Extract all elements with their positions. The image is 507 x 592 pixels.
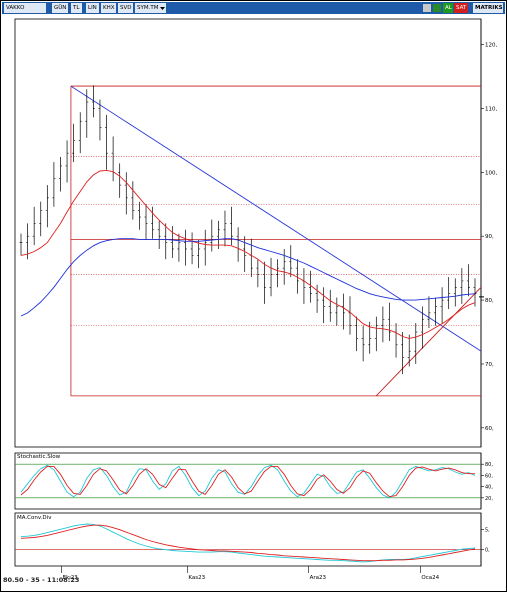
symbol-selector[interactable]: VAKKO (4, 3, 46, 13)
khx-button[interactable]: KHX (101, 3, 116, 13)
x-tick-label: Kas23 (188, 575, 205, 581)
y-tick-label: 20, (485, 496, 493, 502)
moving-average-short (20, 169, 476, 339)
y-tick-label: 100, (485, 170, 497, 176)
macd-title: MA.Conv.Div (17, 515, 52, 521)
y-tick-label: 5, (485, 527, 490, 533)
brand-label: MATRIKS (473, 3, 503, 13)
y-tick-label: 80, (485, 298, 494, 304)
macd-line (20, 523, 476, 563)
panel-frame-1 (14, 452, 482, 510)
chart-toolbar: VAKKO GÜN TL LIN KHX SVD SYM.TMP AL SAT … (2, 2, 505, 14)
status-readout: 80.50 - 35 - 11:08:23 (3, 576, 80, 584)
y-tick-label: 0, (485, 548, 490, 554)
template-dropdown[interactable] (159, 3, 166, 13)
downtrend-line[interactable] (70, 85, 482, 352)
y-tick-label: 120, (485, 43, 497, 49)
y-tick-label: 90, (485, 234, 494, 240)
x-tick-label: Oca24 (421, 575, 439, 581)
stochastic-d-line (20, 465, 475, 498)
stochastic-title: Stochastic.Slow (17, 454, 61, 460)
currency-button[interactable]: TL (71, 3, 82, 13)
y-tick-label: 40, (485, 485, 493, 491)
scale-button[interactable]: LIN (86, 3, 99, 13)
y-tick-label: 80, (485, 462, 493, 468)
window-button-1[interactable] (423, 4, 431, 12)
window-button-2[interactable] (433, 4, 441, 12)
svd-button[interactable]: SVD (118, 3, 133, 13)
y-tick-label: 110, (485, 106, 497, 112)
buy-button[interactable]: AL (443, 3, 453, 13)
panel-frame-2 (14, 512, 482, 567)
chevron-down-icon (160, 7, 165, 10)
y-tick-label: 70, (485, 362, 494, 368)
y-tick-label: 60, (485, 473, 493, 479)
sell-button[interactable]: SAT (454, 3, 468, 13)
macd-signal-line (20, 524, 476, 562)
x-tick-label: Ekı23 (63, 575, 79, 581)
moving-average-long (20, 238, 476, 317)
y-tick-label: 60, (485, 426, 494, 432)
panel-frame-0 (14, 18, 482, 448)
template-button[interactable]: SYM.TMP (135, 3, 159, 13)
uptrend-line[interactable] (375, 286, 482, 397)
stochastic-k-line (20, 464, 476, 499)
period-button[interactable]: GÜN (52, 3, 68, 13)
x-tick-label: Ara23 (310, 575, 327, 581)
